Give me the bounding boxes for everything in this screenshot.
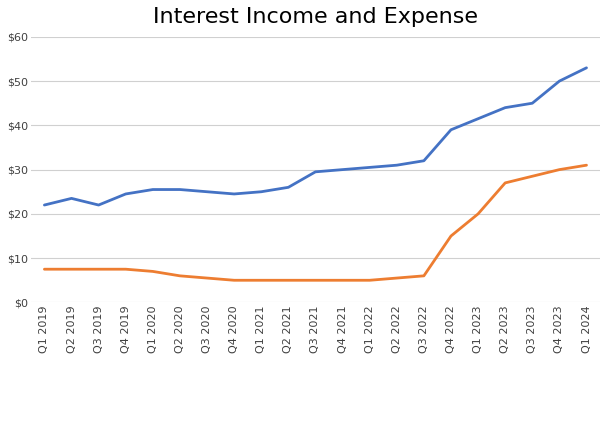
Int Income xyxy=(501,105,509,110)
Int Expense xyxy=(41,267,48,272)
Int Income xyxy=(420,158,427,163)
Int Income xyxy=(285,185,292,190)
Int Expense xyxy=(285,278,292,283)
Int Income xyxy=(41,203,48,208)
Int Expense xyxy=(529,174,536,179)
Int Expense xyxy=(176,273,183,279)
Int Expense xyxy=(231,278,238,283)
Int Expense xyxy=(257,278,265,283)
Int Expense xyxy=(475,211,482,216)
Int Income xyxy=(203,189,211,194)
Line: Int Expense: Int Expense xyxy=(44,165,586,280)
Int Income xyxy=(312,169,319,175)
Int Expense xyxy=(122,267,129,272)
Int Expense xyxy=(556,167,563,172)
Int Income xyxy=(475,116,482,121)
Int Expense xyxy=(203,276,211,281)
Int Expense xyxy=(420,273,427,279)
Int Income xyxy=(176,187,183,192)
Int Expense xyxy=(339,278,346,283)
Int Expense xyxy=(583,162,590,168)
Int Expense xyxy=(149,269,157,274)
Int Expense xyxy=(95,267,102,272)
Line: Int Income: Int Income xyxy=(44,68,586,205)
Int Income xyxy=(95,203,102,208)
Int Expense xyxy=(366,278,373,283)
Int Income xyxy=(393,162,401,168)
Int Expense xyxy=(393,276,401,281)
Int Income xyxy=(149,187,157,192)
Legend: Int Income, Int Expense: Int Income, Int Expense xyxy=(196,427,435,432)
Int Expense xyxy=(68,267,75,272)
Title: Interest Income and Expense: Interest Income and Expense xyxy=(153,7,478,27)
Int Income xyxy=(583,65,590,70)
Int Income xyxy=(447,127,455,132)
Int Income xyxy=(122,191,129,197)
Int Income xyxy=(529,101,536,106)
Int Income xyxy=(366,165,373,170)
Int Income xyxy=(257,189,265,194)
Int Expense xyxy=(312,278,319,283)
Int Expense xyxy=(447,233,455,238)
Int Income xyxy=(231,191,238,197)
Int Income xyxy=(556,79,563,84)
Int Income xyxy=(68,196,75,201)
Int Expense xyxy=(501,180,509,185)
Int Income xyxy=(339,167,346,172)
